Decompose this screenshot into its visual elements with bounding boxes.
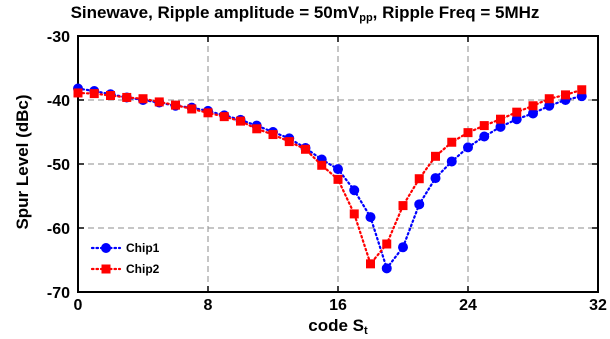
data-point <box>463 142 473 153</box>
data-point <box>106 91 115 101</box>
data-point <box>511 114 522 125</box>
chart-title: Sinewave, Ripple amplitude = 50mVpp, Rip… <box>70 3 540 24</box>
y-tick-label: -40 <box>47 93 70 110</box>
y-tick-label: -70 <box>47 285 70 302</box>
data-point <box>544 100 555 111</box>
legend-marker <box>101 243 111 253</box>
data-point <box>479 121 489 131</box>
data-point <box>73 88 83 98</box>
data-point <box>301 144 310 154</box>
grid-lines <box>78 36 598 292</box>
data-point <box>122 92 132 102</box>
x-axis-label: code St <box>308 316 368 337</box>
x-tick-label: 32 <box>589 297 607 314</box>
data-point <box>495 121 506 132</box>
data-point <box>398 201 408 211</box>
data-point <box>252 124 262 134</box>
y-tick-label: -60 <box>47 221 70 238</box>
data-point <box>544 94 554 104</box>
data-point <box>203 108 213 118</box>
series-layer <box>73 83 587 274</box>
data-point <box>430 173 441 184</box>
data-point <box>398 242 408 253</box>
y-axis-label: Spur Level (dBc) <box>13 94 32 230</box>
data-point <box>496 114 505 124</box>
x-tick-label: 16 <box>329 297 347 314</box>
data-point <box>528 108 538 119</box>
data-point <box>284 137 294 147</box>
data-point <box>479 131 490 142</box>
data-point <box>561 90 570 100</box>
legend: Chip1 Chip2 <box>90 241 160 276</box>
data-point <box>268 130 278 140</box>
data-point <box>154 97 164 107</box>
data-point <box>431 151 440 161</box>
data-point <box>333 174 343 184</box>
legend-item-chip2: Chip2 <box>90 262 160 276</box>
data-point <box>414 199 425 210</box>
data-point <box>447 137 457 147</box>
data-point <box>236 116 245 126</box>
series-line <box>76 88 583 267</box>
data-point <box>89 89 99 99</box>
data-point <box>138 94 148 104</box>
data-point <box>577 85 587 95</box>
x-tick-label: 0 <box>74 297 83 314</box>
data-point <box>333 164 343 175</box>
data-point <box>219 112 229 122</box>
data-point <box>463 128 473 138</box>
data-point <box>528 101 538 111</box>
x-tick-label: 8 <box>204 297 213 314</box>
legend-item-chip1: Chip1 <box>90 241 160 255</box>
axis-ticks: 0 8 16 24 32 -70 -60 -50 -40 -30 <box>47 29 607 314</box>
legend-label: Chip1 <box>126 241 160 255</box>
data-point <box>381 263 392 274</box>
y-tick-label: -30 <box>47 29 70 46</box>
legend-marker <box>101 264 111 274</box>
data-point <box>349 185 360 196</box>
series-chip2 <box>73 85 587 269</box>
data-point <box>187 104 197 114</box>
data-point <box>171 100 180 110</box>
y-tick-label: -50 <box>47 157 70 174</box>
x-tick-label: 24 <box>459 297 477 314</box>
data-point <box>446 156 457 167</box>
data-point <box>317 160 327 170</box>
data-point <box>414 174 424 184</box>
data-point <box>349 209 359 219</box>
data-point <box>512 107 522 117</box>
data-point <box>382 239 392 249</box>
legend-label: Chip2 <box>126 262 160 276</box>
data-point <box>366 259 375 269</box>
data-point <box>365 212 376 223</box>
